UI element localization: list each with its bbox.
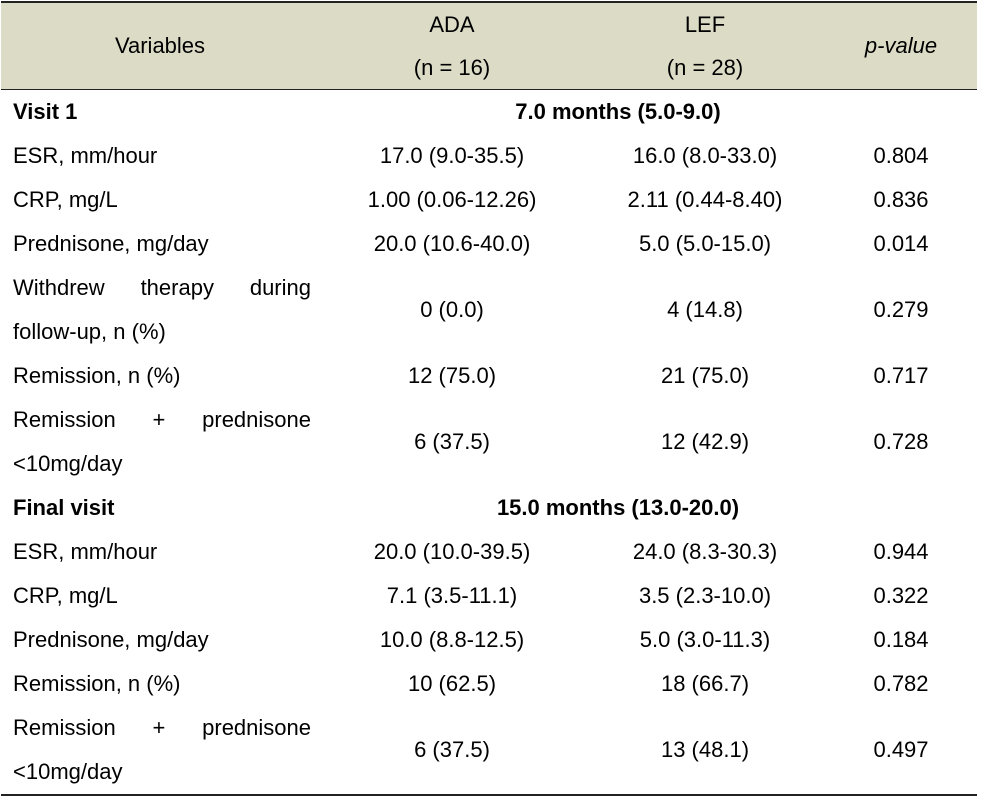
section-row-visit1: Visit 1 7.0 months (5.0-9.0): [1, 90, 977, 135]
section-duration: 7.0 months (5.0-9.0): [515, 99, 721, 124]
cell-pvalue: 0.804: [873, 143, 929, 168]
cell-ada: 17.0 (9.0-35.5): [379, 143, 525, 168]
row-label-line2: follow-up, n (%): [13, 319, 166, 344]
row-label: CRP, mg/L: [13, 187, 118, 212]
row-label: ESR, mm/hour: [13, 143, 158, 168]
row-label: ESR, mm/hour: [13, 539, 158, 564]
row-label: Prednisone, mg/day: [13, 627, 209, 652]
cell-pvalue: 0.728: [873, 429, 929, 454]
cell-lef: 18 (66.7): [660, 671, 750, 696]
row-label: Remission, n (%): [13, 363, 181, 388]
header-lef-n: (n = 28): [666, 55, 744, 80]
header-ada-n: (n = 16): [413, 55, 491, 80]
table-row: Remission, n (%) 10 (62.5) 18 (66.7) 0.7…: [1, 662, 977, 706]
row-label-line2: <10mg/day: [13, 759, 123, 784]
cell-lef: 4 (14.8): [667, 297, 743, 322]
cell-lef: 5.0 (3.0-11.3): [639, 627, 771, 652]
cell-ada: 20.0 (10.0-39.5): [373, 539, 531, 564]
results-table: Variables ADA (n = 16) LEF (n = 28) p-va…: [1, 1, 977, 796]
row-label: Remission, n (%): [13, 671, 181, 696]
row-label: Prednisone, mg/day: [13, 231, 209, 256]
cell-ada: 6 (37.5): [414, 429, 490, 454]
header-lef-name: LEF: [684, 12, 726, 37]
cell-ada: 1.00 (0.06-12.26): [367, 187, 537, 212]
cell-ada: 0 (0.0): [420, 297, 484, 322]
cell-pvalue: 0.782: [873, 671, 929, 696]
cell-lef: 5.0 (5.0-15.0): [638, 231, 772, 256]
row-label-line1: Remission + prednisone: [13, 407, 311, 432]
cell-ada: 20.0 (10.6-40.0): [373, 231, 531, 256]
cell-lef: 12 (42.9): [660, 429, 750, 454]
cell-pvalue: 0.184: [873, 627, 929, 652]
table-row: Prednisone, mg/day 10.0 (8.8-12.5) 5.0 (…: [1, 618, 977, 662]
cell-lef: 16.0 (8.0-33.0): [632, 143, 778, 168]
cell-pvalue: 0.014: [873, 231, 929, 256]
cell-lef: 2.11 (0.44-8.40): [627, 187, 783, 212]
cell-pvalue: 0.836: [873, 187, 929, 212]
row-label-line1: Withdrew therapy during: [13, 275, 311, 300]
cell-lef: 21 (75.0): [660, 363, 750, 388]
table-row: Prednisone, mg/day 20.0 (10.6-40.0) 5.0 …: [1, 222, 977, 266]
section-row-final-visit: Final visit 15.0 months (13.0-20.0): [1, 486, 977, 530]
cell-ada: 10 (62.5): [407, 671, 497, 696]
cell-ada: 10.0 (8.8-12.5): [379, 627, 525, 652]
section-label: Final visit: [13, 495, 115, 520]
cell-pvalue: 0.322: [873, 583, 929, 608]
cell-pvalue: 0.279: [873, 297, 929, 322]
section-duration: 15.0 months (13.0-20.0): [496, 495, 740, 520]
table-row: ESR, mm/hour 20.0 (10.0-39.5) 24.0 (8.3-…: [1, 530, 977, 574]
cell-lef: 13 (48.1): [585, 706, 825, 796]
header-variables: Variables: [1, 2, 319, 90]
cell-lef: 24.0 (8.3-30.3): [632, 539, 778, 564]
cell-ada: 7.1 (3.5-11.1): [386, 583, 518, 608]
header-ada-name: ADA: [429, 12, 475, 37]
cell-lef: 3.5 (2.3-10.0): [638, 583, 772, 608]
cell-pvalue: 0.717: [873, 363, 929, 388]
table-row: CRP, mg/L 1.00 (0.06-12.26) 2.11 (0.44-8…: [1, 178, 977, 222]
cell-ada: 12 (75.0): [407, 363, 497, 388]
cell-pvalue: 0.497: [825, 706, 977, 796]
table-row: ESR, mm/hour 17.0 (9.0-35.5) 16.0 (8.0-3…: [1, 134, 977, 178]
cell-ada: 6 (37.5): [319, 706, 585, 796]
row-label: CRP, mg/L: [13, 583, 118, 608]
row-label-line2: <10mg/day: [13, 451, 123, 476]
table-row: Remission + prednisone <10mg/day 6 (37.5…: [1, 706, 977, 796]
row-label: Withdrew therapy during follow-up, n (%): [1, 266, 319, 354]
table-header-row: Variables ADA (n = 16) LEF (n = 28) p-va…: [1, 2, 977, 90]
table-row: Withdrew therapy during follow-up, n (%)…: [1, 266, 977, 354]
row-label: Remission + prednisone <10mg/day: [1, 706, 319, 796]
section-label: Visit 1: [13, 99, 78, 124]
cell-pvalue: 0.944: [873, 539, 929, 564]
table-row: Remission + prednisone <10mg/day 6 (37.5…: [1, 398, 977, 486]
table-row: Remission, n (%) 12 (75.0) 21 (75.0) 0.7…: [1, 354, 977, 398]
table-row: CRP, mg/L 7.1 (3.5-11.1) 3.5 (2.3-10.0) …: [1, 574, 977, 618]
row-label: Remission + prednisone <10mg/day: [1, 398, 319, 486]
header-lef: LEF (n = 28): [585, 2, 825, 90]
row-label-line1: Remission + prednisone: [13, 715, 311, 740]
header-ada: ADA (n = 16): [319, 2, 585, 90]
header-pvalue: p-value: [825, 2, 977, 90]
